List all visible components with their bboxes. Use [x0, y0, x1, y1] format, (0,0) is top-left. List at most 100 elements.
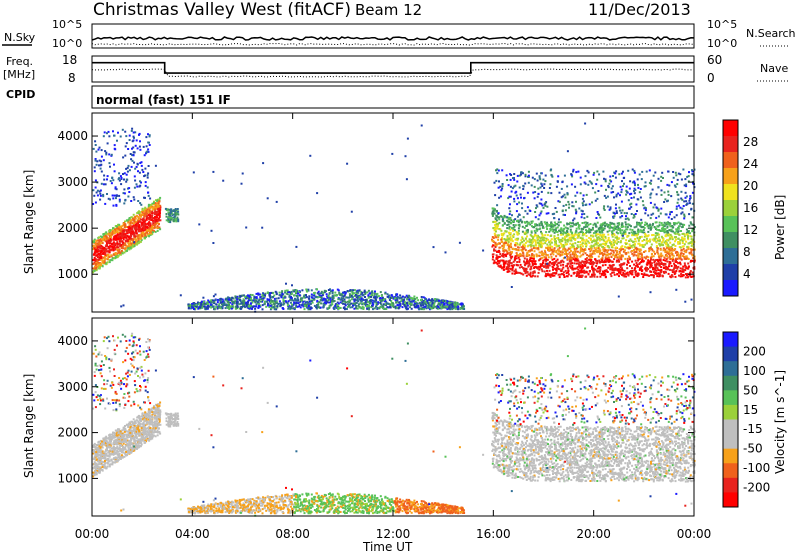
power-point: [129, 246, 132, 249]
power-point: [94, 266, 96, 268]
power-point: [125, 246, 128, 249]
power-point: [129, 220, 132, 223]
power-point: [557, 221, 560, 224]
power-point: [683, 223, 686, 226]
power-point: [518, 243, 521, 246]
power-point: [518, 225, 521, 228]
power-point: [346, 290, 349, 292]
power-point: [218, 305, 221, 308]
power-point: [261, 299, 264, 301]
power-point: [121, 224, 124, 227]
power-point: [349, 303, 351, 306]
power-point: [398, 301, 401, 304]
power-point: [145, 215, 148, 218]
power-point: [585, 231, 588, 234]
power-point: [213, 300, 216, 303]
power-point: [299, 306, 302, 309]
power-point: [209, 302, 212, 305]
power-point: [559, 242, 562, 245]
power-point: [113, 134, 116, 137]
power-point: [396, 303, 399, 306]
power-point: [144, 222, 147, 225]
power-point: [537, 247, 539, 250]
power-point: [503, 248, 506, 251]
power-point: [138, 210, 140, 213]
power-point: [667, 268, 670, 271]
power-point: [122, 241, 125, 244]
power-point: [416, 302, 419, 305]
power-point: [581, 231, 584, 234]
power-point: [403, 300, 406, 303]
power-point: [140, 161, 143, 164]
power-point: [410, 301, 413, 304]
power-point: [553, 257, 556, 260]
power-point: [158, 209, 161, 212]
power-point: [94, 144, 97, 146]
power-point: [126, 166, 129, 169]
power-point: [136, 235, 139, 238]
power-point: [365, 301, 367, 303]
power-point: [133, 161, 135, 164]
power-point: [103, 237, 106, 240]
power-point: [539, 258, 542, 261]
power-point: [631, 229, 634, 231]
power-point: [493, 249, 495, 252]
power-point: [606, 249, 609, 252]
power-point: [593, 240, 596, 243]
power-point: [132, 219, 135, 222]
power-point: [155, 226, 158, 229]
power-point: [263, 294, 266, 297]
power-point: [373, 300, 376, 303]
power-point: [159, 228, 162, 231]
power-point: [253, 295, 256, 298]
power-point: [560, 243, 563, 246]
power-point: [167, 211, 170, 214]
power-point: [670, 228, 673, 231]
power-point: [686, 267, 689, 270]
power-point: [545, 237, 548, 240]
power-point: [119, 231, 122, 233]
power-point: [371, 301, 374, 304]
power-point: [395, 301, 398, 304]
power-point: [574, 267, 577, 270]
power-point: [563, 238, 566, 241]
power-point: [248, 296, 251, 298]
power-point: [116, 230, 119, 233]
power-point: [140, 222, 143, 225]
power-point: [536, 224, 539, 227]
power-point: [629, 245, 632, 248]
power-point: [134, 223, 137, 226]
frequency-line: [92, 61, 694, 74]
power-point: [690, 235, 693, 238]
power-point: [134, 144, 137, 147]
power-point: [245, 305, 248, 308]
power-point: [623, 249, 626, 252]
power-point: [337, 302, 340, 305]
power-point: [497, 222, 500, 225]
power-point: [515, 252, 518, 255]
power-point: [679, 254, 682, 257]
power-point: [151, 202, 154, 205]
power-point: [568, 233, 571, 236]
power-point: [236, 305, 239, 308]
power-point: [571, 246, 574, 249]
power-point: [566, 222, 569, 225]
power-point: [315, 295, 318, 298]
power-point: [158, 213, 161, 216]
power-point: [428, 305, 431, 308]
power-point: [603, 233, 606, 236]
power-point: [394, 299, 397, 302]
power-point: [103, 236, 105, 239]
power-point: [598, 237, 601, 240]
power-point: [491, 238, 493, 241]
power-point: [105, 153, 108, 156]
power-point: [105, 232, 108, 235]
power-point: [379, 301, 382, 304]
power-point: [255, 292, 258, 295]
power-point: [329, 288, 331, 291]
power-point: [579, 266, 582, 269]
power-point: [155, 214, 158, 217]
power-point: [344, 291, 347, 294]
power-point: [520, 246, 523, 249]
power-point: [396, 293, 399, 296]
